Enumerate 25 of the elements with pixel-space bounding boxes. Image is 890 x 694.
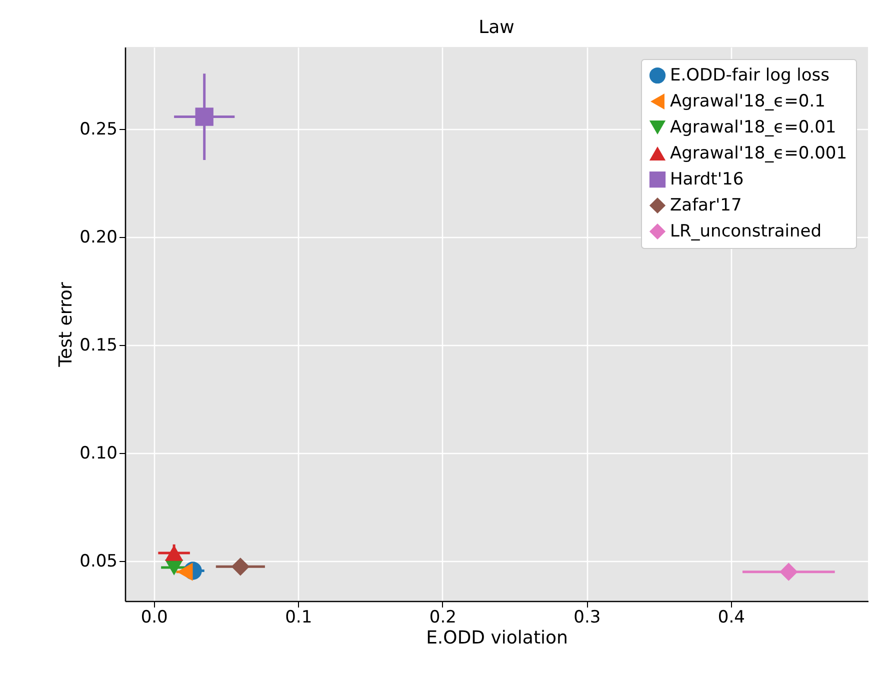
x-tick-label: 0.4 bbox=[718, 608, 745, 628]
legend-label: Zafar'17 bbox=[670, 196, 742, 216]
chart-title: Law bbox=[478, 17, 514, 38]
legend-label: E.ODD-fair log loss bbox=[670, 66, 830, 86]
x-axis-title: E.ODD violation bbox=[426, 628, 568, 648]
legend-label: LR_unconstrained bbox=[670, 222, 822, 242]
x-tick-label: 0.0 bbox=[140, 608, 168, 628]
legend-label: Agrawal'18_ϵ=0.01 bbox=[670, 118, 836, 138]
point bbox=[177, 562, 193, 581]
legend-label: Agrawal'18_ϵ=0.001 bbox=[670, 144, 848, 164]
legend-label: Agrawal'18_ϵ=0.1 bbox=[670, 92, 826, 112]
y-tick-label: 0.25 bbox=[80, 120, 118, 140]
point bbox=[780, 562, 798, 581]
legend-label: Hardt'16 bbox=[670, 170, 744, 190]
x-tick-label: 0.2 bbox=[429, 608, 456, 628]
point bbox=[195, 108, 214, 126]
point bbox=[231, 558, 250, 576]
y-tick-label: 0.05 bbox=[80, 552, 118, 572]
y-tick-label: 0.20 bbox=[80, 228, 118, 248]
y-tick-label: 0.15 bbox=[80, 336, 118, 356]
point bbox=[164, 545, 184, 561]
x-tick-label: 0.3 bbox=[574, 608, 601, 628]
y-axis-title: Test error bbox=[56, 282, 77, 368]
x-tick-label: 0.1 bbox=[285, 608, 312, 628]
y-tick-label: 0.10 bbox=[80, 444, 118, 464]
